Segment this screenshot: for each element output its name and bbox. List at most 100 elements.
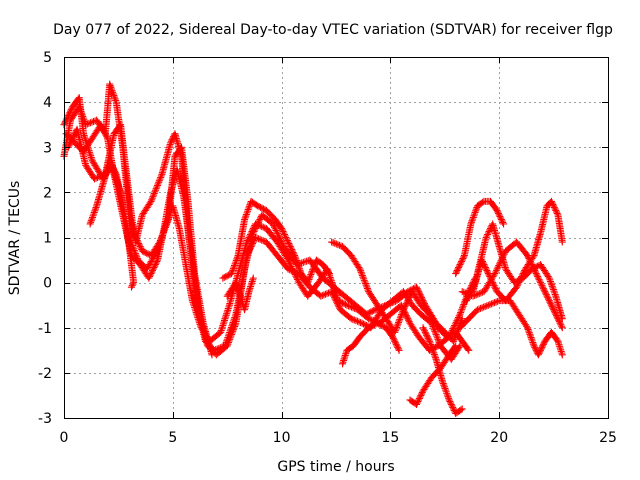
data-point xyxy=(106,82,114,90)
y-tick-label: -2 xyxy=(38,366,52,382)
data-point xyxy=(525,255,533,263)
data-point xyxy=(483,232,491,240)
data-point xyxy=(254,202,262,210)
data-point xyxy=(465,346,473,354)
data-point xyxy=(430,350,438,358)
data-point xyxy=(329,291,337,299)
data-point xyxy=(136,243,144,251)
data-point xyxy=(550,306,558,314)
data-point xyxy=(491,283,499,291)
data-point xyxy=(258,236,266,244)
data-point xyxy=(537,345,545,353)
data-point xyxy=(484,229,492,237)
data-point xyxy=(158,233,166,241)
data-point xyxy=(220,273,228,281)
data-point xyxy=(290,250,298,258)
data-point xyxy=(231,321,239,329)
data-point xyxy=(159,230,167,238)
data-point xyxy=(557,321,565,329)
data-point xyxy=(244,206,252,214)
data-point xyxy=(295,265,303,273)
data-point xyxy=(340,300,348,308)
data-point xyxy=(492,298,500,306)
data-point xyxy=(391,328,399,336)
data-point xyxy=(358,319,366,327)
data-point xyxy=(533,271,541,279)
data-point xyxy=(547,301,555,309)
data-point xyxy=(470,210,478,218)
data-point xyxy=(553,208,561,216)
data-point xyxy=(362,281,370,289)
data-point xyxy=(156,238,164,246)
data-point xyxy=(393,323,401,331)
data-point xyxy=(470,282,478,290)
data-point xyxy=(293,258,301,266)
data-point xyxy=(259,205,267,213)
data-point xyxy=(494,208,502,216)
data-point xyxy=(67,137,75,145)
data-point xyxy=(286,259,294,267)
data-point xyxy=(255,235,263,243)
data-point xyxy=(392,325,400,333)
data-point xyxy=(547,300,555,308)
data-point xyxy=(403,313,411,321)
data-point xyxy=(273,228,281,236)
data-point xyxy=(544,294,552,302)
data-point xyxy=(525,329,533,337)
data-point xyxy=(443,391,451,399)
data-point xyxy=(544,273,552,281)
data-point xyxy=(358,272,366,280)
data-point xyxy=(395,317,403,325)
data-point xyxy=(152,185,160,193)
data-point xyxy=(289,249,297,257)
data-point xyxy=(223,272,231,280)
data-point xyxy=(143,249,151,257)
data-point xyxy=(167,139,175,147)
data-point xyxy=(394,343,402,351)
data-point xyxy=(66,140,74,148)
data-point xyxy=(455,312,463,320)
data-point xyxy=(526,256,534,264)
data-point xyxy=(140,248,148,256)
data-point xyxy=(328,288,336,296)
data-point xyxy=(379,322,387,330)
data-point xyxy=(225,271,233,279)
data-point xyxy=(331,294,339,302)
data-point xyxy=(243,209,251,217)
data-point xyxy=(546,277,554,285)
data-point xyxy=(223,342,231,350)
data-point xyxy=(64,112,72,120)
data-point xyxy=(524,325,532,333)
data-point xyxy=(297,268,305,276)
data-point xyxy=(450,323,458,331)
data-point xyxy=(464,345,472,353)
data-point xyxy=(417,391,425,399)
data-point xyxy=(443,389,451,397)
data-point xyxy=(64,113,72,121)
data-point xyxy=(393,342,401,350)
data-point xyxy=(396,315,404,323)
data-point xyxy=(357,319,365,327)
data-point xyxy=(67,139,75,147)
x-tick-label: 10 xyxy=(273,430,291,446)
data-point xyxy=(536,277,544,285)
data-point xyxy=(284,238,292,246)
data-point xyxy=(535,276,543,284)
data-point xyxy=(293,275,301,283)
data-point xyxy=(350,316,358,324)
data-point xyxy=(109,88,117,96)
data-point xyxy=(153,258,161,266)
data-point xyxy=(550,203,558,211)
data-point xyxy=(326,273,334,281)
data-point xyxy=(459,255,467,263)
data-point xyxy=(394,345,402,353)
data-point xyxy=(449,403,457,411)
data-point xyxy=(444,393,452,401)
data-point xyxy=(327,277,335,285)
data-point xyxy=(452,270,460,278)
data-point xyxy=(431,327,439,335)
data-point xyxy=(279,227,287,235)
data-point xyxy=(464,290,472,298)
y-tick-label: 3 xyxy=(43,140,52,156)
data-point xyxy=(414,397,422,405)
